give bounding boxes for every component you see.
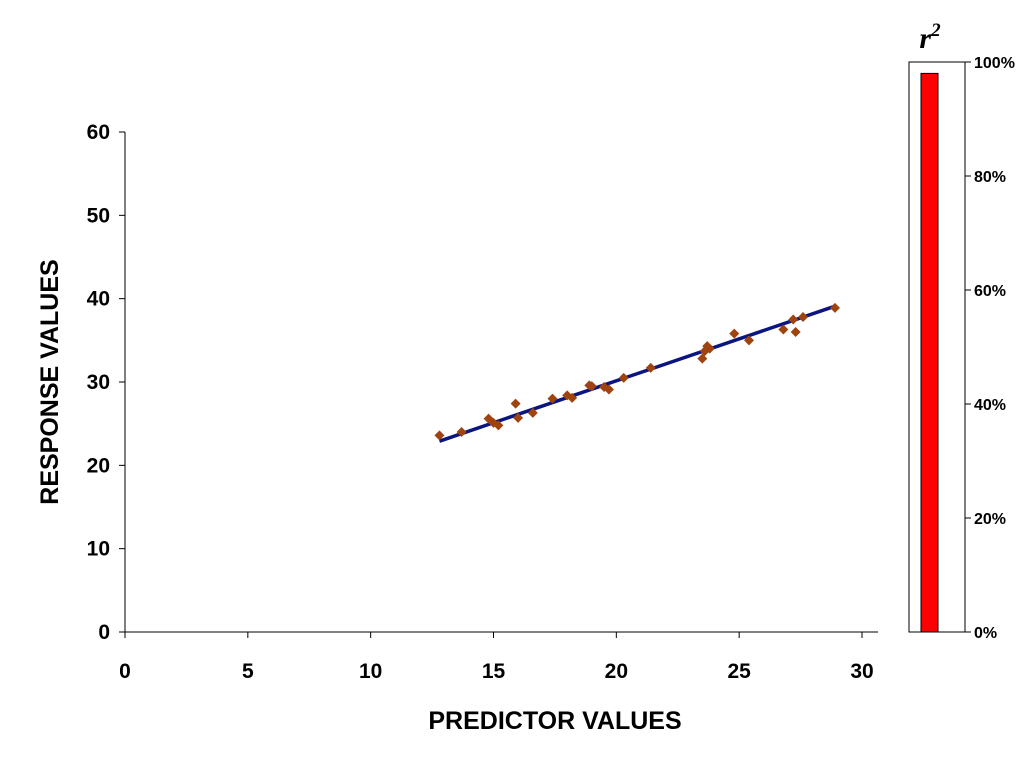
data-point	[829, 302, 840, 313]
r2-title-superscript: 2	[930, 20, 941, 41]
x-axis-title: PREDICTOR VALUES	[428, 707, 681, 735]
y-tick-label: 10	[87, 538, 110, 561]
x-tick-label: 0	[119, 660, 131, 683]
r2-tick-label: 20%	[974, 511, 1006, 528]
y-tick-label: 0	[98, 621, 110, 644]
r2-gauge: r2 0% 20% 40% 60% 80% 100%	[908, 20, 1015, 642]
trendline-layer	[438, 304, 836, 443]
data-point	[456, 427, 467, 437]
r2-axis: 0% 20% 40% 60% 80% 100%	[964, 55, 1015, 642]
y-tick-label: 20	[87, 454, 110, 477]
y-axis-title: RESPONSE VALUES	[36, 259, 64, 504]
y-tick-label: 30	[87, 371, 110, 394]
data-point	[788, 314, 799, 325]
data-point	[547, 393, 558, 404]
scatter-plot: 0 5 10 15 20 25 30 0 10 20 30 40 50 60 PREDICTOR VAL…	[36, 121, 878, 735]
data-point	[493, 420, 504, 431]
x-tick-label: 15	[482, 660, 506, 683]
data-point	[513, 412, 524, 423]
data-point	[618, 372, 629, 383]
data-point	[743, 335, 754, 346]
r2-tick-label: 100%	[974, 55, 1015, 72]
r2-bar	[920, 72, 939, 633]
data-point	[798, 312, 809, 322]
r2-tick-label: 60%	[974, 283, 1006, 300]
scatter-points	[434, 302, 840, 441]
data-point	[527, 407, 538, 418]
r2-tick-label: 80%	[974, 169, 1006, 186]
data-point	[790, 327, 801, 337]
data-point	[510, 398, 521, 409]
y-axis: 0 10 20 30 40 50 60	[87, 121, 126, 644]
data-point	[434, 430, 445, 441]
data-point	[778, 324, 789, 335]
x-tick-label: 25	[727, 660, 751, 683]
data-point	[645, 362, 656, 373]
x-axis: 0 5 10 15 20 25 30	[119, 631, 878, 683]
data-point	[704, 343, 715, 354]
data-point	[729, 328, 740, 339]
data-point	[697, 353, 708, 364]
y-tick-label: 50	[87, 204, 110, 227]
x-tick-label: 30	[850, 660, 873, 683]
x-tick-label: 10	[359, 660, 382, 683]
r2-tick-label: 0%	[974, 625, 997, 642]
trendline	[438, 304, 836, 443]
data-point	[586, 381, 597, 392]
r2-title-base: r	[919, 22, 931, 55]
r2-tick-label: 40%	[974, 397, 1006, 414]
y-tick-label: 40	[87, 288, 110, 311]
x-tick-label: 5	[242, 660, 254, 683]
data-point	[603, 384, 614, 395]
data-point	[567, 392, 578, 403]
r2-title: r2	[919, 20, 941, 55]
x-tick-label: 20	[605, 660, 628, 683]
y-tick-label: 60	[87, 121, 110, 144]
